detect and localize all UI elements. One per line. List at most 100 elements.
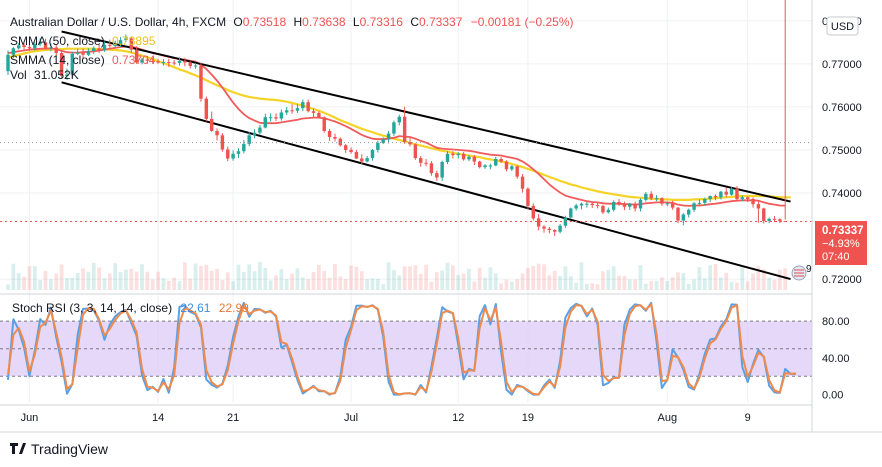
candle-body bbox=[365, 158, 369, 162]
candle-body bbox=[118, 40, 123, 45]
tradingview-logo-icon bbox=[10, 443, 26, 454]
volume-bar bbox=[107, 273, 112, 290]
volume-bar bbox=[65, 278, 69, 290]
close-label: C bbox=[410, 15, 419, 29]
volume-bar bbox=[22, 276, 26, 290]
candle-body bbox=[778, 219, 782, 221]
volume-bar bbox=[38, 280, 43, 290]
candle-body bbox=[633, 203, 637, 209]
y-tick-label: 0.74000 bbox=[822, 188, 862, 200]
volume-bar bbox=[547, 275, 552, 290]
candle-body bbox=[692, 203, 696, 210]
y-tick-label: 0.76000 bbox=[822, 102, 862, 114]
candle-body bbox=[49, 47, 53, 49]
candle-body bbox=[92, 48, 96, 51]
smma14-value: 0.73704 bbox=[112, 53, 156, 67]
candle-body bbox=[601, 205, 605, 213]
volume-bar bbox=[408, 266, 412, 290]
candle-body bbox=[215, 130, 219, 136]
candle-body bbox=[236, 151, 241, 154]
smma14-legend[interactable]: SMMA (14, close) 0.73704 bbox=[10, 53, 156, 67]
candle-body bbox=[124, 38, 128, 41]
candle-body bbox=[745, 197, 750, 200]
event-count: 9 bbox=[806, 264, 812, 275]
price-badge-countdown: 07:40 bbox=[822, 251, 850, 263]
smma50-label: SMMA (50, close) bbox=[10, 34, 105, 48]
volume-bar bbox=[665, 281, 670, 290]
volume-bar bbox=[75, 273, 80, 290]
candle-body bbox=[167, 62, 171, 64]
volume-bar bbox=[402, 266, 407, 290]
candle-body bbox=[360, 158, 364, 162]
candle-body bbox=[762, 208, 766, 221]
candle-body bbox=[569, 208, 573, 218]
channel-upper-line bbox=[61, 30, 791, 203]
candle-body bbox=[558, 225, 562, 232]
volume-bar bbox=[595, 284, 600, 290]
candle-body bbox=[327, 130, 332, 138]
candle-body bbox=[333, 137, 337, 139]
volume-bar bbox=[349, 265, 353, 290]
candle-body bbox=[681, 214, 686, 221]
candle-body bbox=[199, 65, 203, 99]
price-badge-bg bbox=[815, 221, 867, 265]
tradingview-logo[interactable]: TradingView bbox=[10, 441, 109, 457]
volume-label: Vol bbox=[10, 68, 27, 82]
volume-legend[interactable]: Vol 31.052K bbox=[10, 68, 79, 82]
candle-body bbox=[381, 139, 385, 144]
volume-bar bbox=[751, 273, 755, 290]
volume-bar bbox=[649, 281, 654, 290]
candlesticks[interactable] bbox=[6, 0, 787, 237]
candle-body bbox=[408, 142, 412, 145]
volume-bar bbox=[258, 262, 262, 290]
volume-bar bbox=[627, 279, 632, 290]
candle-body bbox=[622, 204, 627, 207]
brand-name: TradingView bbox=[31, 441, 109, 457]
smma50-legend[interactable]: SMMA (50, close) 0.73895 bbox=[10, 34, 156, 48]
smma14-line bbox=[7, 45, 786, 207]
open-label: O bbox=[233, 15, 242, 29]
volume-bar bbox=[59, 264, 64, 290]
currency-label: USD bbox=[831, 21, 854, 33]
stoch-legend[interactable]: Stoch RSI (3, 3, 14, 14, close) 22.61 22… bbox=[12, 301, 249, 315]
candle-body bbox=[644, 193, 648, 200]
candle-body bbox=[156, 61, 160, 63]
candle-body bbox=[70, 53, 75, 75]
candle-body bbox=[343, 145, 348, 150]
volume-bar bbox=[311, 271, 316, 290]
economic-event-badge[interactable]: 9 bbox=[791, 264, 812, 281]
stoch-d-value: 22.99 bbox=[219, 301, 249, 315]
candle-body bbox=[317, 112, 321, 118]
volume-bar bbox=[215, 268, 219, 290]
currency-button[interactable]: USD bbox=[826, 16, 859, 36]
candle-body bbox=[445, 153, 450, 162]
candle-body bbox=[65, 74, 69, 76]
volume-bar bbox=[177, 281, 182, 290]
candle-body bbox=[520, 176, 525, 189]
volume-bar bbox=[477, 267, 482, 290]
descending-channel bbox=[61, 30, 791, 281]
candle-body bbox=[349, 149, 353, 153]
candle-body bbox=[735, 188, 739, 200]
volume-bar bbox=[451, 265, 455, 290]
candle-body bbox=[595, 205, 600, 207]
candle-body bbox=[628, 203, 632, 207]
volume-bar bbox=[236, 264, 241, 290]
volume-bar bbox=[761, 269, 766, 290]
volume-bar bbox=[338, 276, 343, 290]
volume-bar bbox=[370, 278, 375, 290]
candle-body bbox=[274, 117, 278, 119]
candle-body bbox=[542, 226, 546, 229]
volume-bar bbox=[520, 273, 525, 290]
volume-bar bbox=[483, 277, 487, 290]
volume-bar bbox=[70, 277, 75, 290]
volume-bar bbox=[306, 279, 311, 290]
volume-bar bbox=[129, 268, 134, 290]
volume-bars bbox=[6, 262, 788, 290]
stoch-y-tick-label: 40.00 bbox=[822, 353, 850, 365]
volume-bar bbox=[767, 277, 771, 290]
volume-bar bbox=[204, 264, 209, 290]
volume-bar bbox=[429, 281, 434, 290]
